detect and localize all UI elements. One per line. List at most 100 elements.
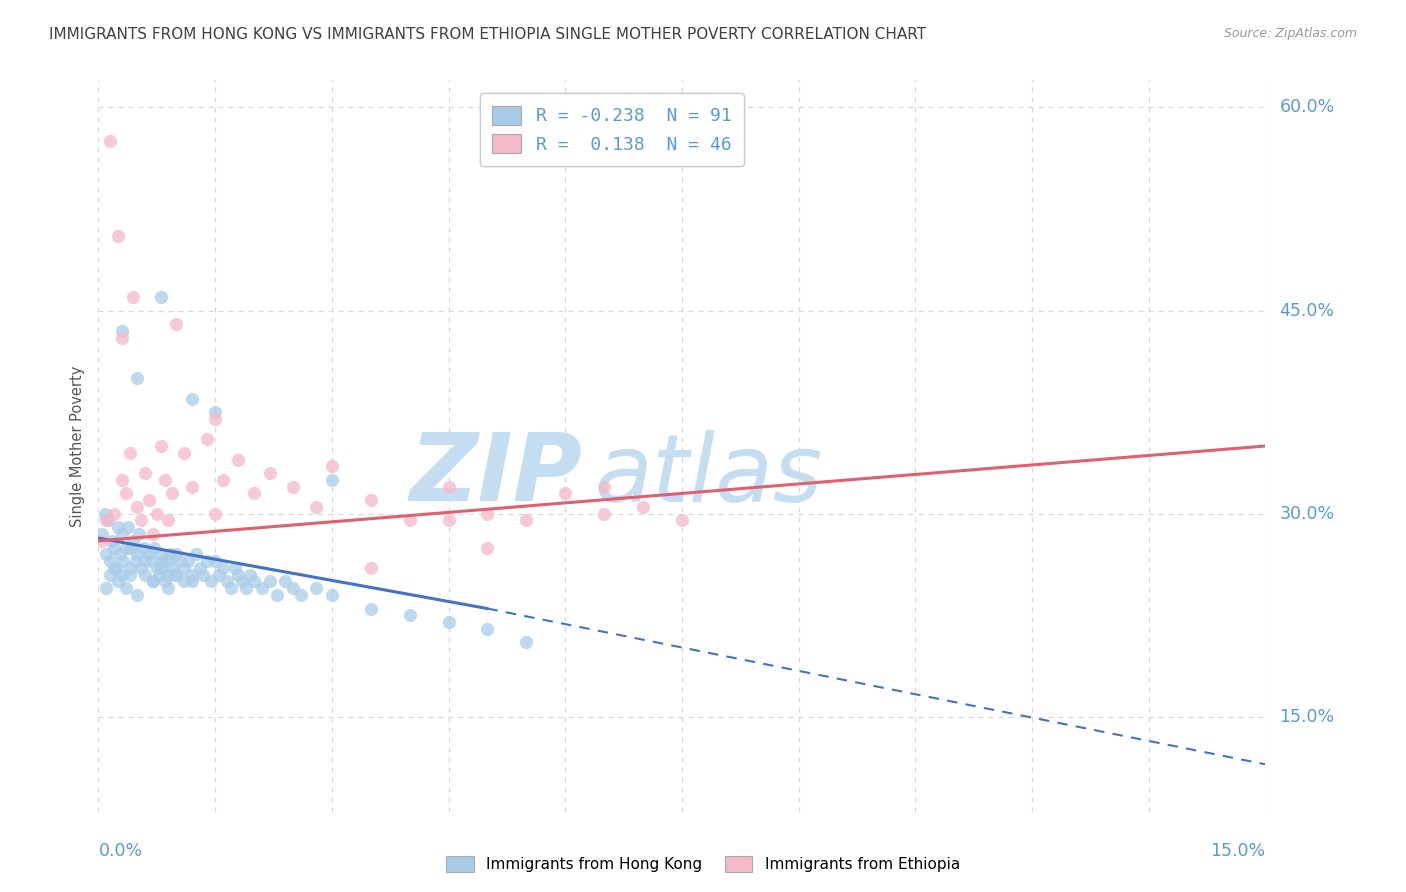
Point (149, 290, 172, 304)
Point (127, 588, 149, 602)
Point (212, 561, 235, 575)
Point (104, 561, 127, 575)
Point (128, 527, 150, 541)
Point (127, 547, 149, 561)
Point (204, 412, 226, 426)
Point (162, 561, 184, 575)
Point (177, 554, 200, 568)
Point (515, 635, 537, 649)
Text: 60.0%: 60.0% (1279, 98, 1334, 116)
Legend: Immigrants from Hong Kong, Immigrants from Ethiopia: Immigrants from Hong Kong, Immigrants fr… (439, 848, 967, 880)
Point (91, 533, 114, 548)
Point (305, 581, 328, 595)
Point (157, 514, 180, 528)
Text: atlas: atlas (595, 430, 823, 521)
Point (195, 432, 218, 446)
Point (138, 493, 160, 508)
Text: IMMIGRANTS FROM HONG KONG VS IMMIGRANTS FROM ETHIOPIA SINGLE MOTHER POVERTY CORR: IMMIGRANTS FROM HONG KONG VS IMMIGRANTS … (49, 27, 927, 42)
Point (159, 547, 181, 561)
Point (477, 507, 499, 521)
Point (165, 567, 187, 582)
Point (274, 574, 297, 589)
Point (134, 554, 156, 568)
Point (98, 567, 121, 582)
Point (162, 486, 184, 500)
Point (169, 554, 191, 568)
Point (125, 554, 148, 568)
Point (204, 554, 226, 568)
Point (290, 588, 312, 602)
Point (631, 500, 654, 514)
Point (321, 588, 343, 602)
Point (142, 574, 165, 589)
Point (111, 567, 134, 582)
Point (593, 480, 616, 494)
Point (195, 554, 218, 568)
Point (305, 500, 328, 514)
Text: ZIP: ZIP (409, 429, 582, 521)
Text: 45.0%: 45.0% (1279, 301, 1334, 319)
Point (118, 567, 141, 582)
Legend: R = -0.238  N = 91, R =  0.138  N = 46: R = -0.238 N = 91, R = 0.138 N = 46 (479, 93, 744, 166)
Point (97, 514, 120, 528)
Point (398, 514, 420, 528)
Point (127, 500, 149, 514)
Point (200, 574, 222, 589)
Point (477, 622, 499, 636)
Point (148, 567, 170, 582)
Point (180, 574, 202, 589)
Text: 15.0%: 15.0% (1211, 842, 1265, 860)
Point (142, 527, 165, 541)
Point (593, 507, 616, 521)
Point (114, 541, 136, 555)
Point (132, 541, 155, 555)
Point (554, 486, 576, 500)
Point (477, 541, 499, 555)
Point (173, 561, 195, 575)
Point (243, 574, 266, 589)
Y-axis label: Single Mother Poverty: Single Mother Poverty (70, 366, 86, 526)
Point (146, 507, 169, 521)
Point (107, 520, 129, 534)
Point (259, 574, 281, 589)
Point (671, 514, 693, 528)
Point (120, 541, 142, 555)
Point (122, 533, 145, 548)
Point (437, 514, 460, 528)
Point (93, 507, 115, 521)
Point (212, 473, 235, 487)
Point (193, 567, 215, 582)
Point (204, 405, 226, 419)
Point (321, 473, 343, 487)
Point (111, 527, 134, 541)
Point (224, 561, 246, 575)
Point (103, 541, 125, 555)
Point (108, 547, 131, 561)
Text: 15.0%: 15.0% (1279, 708, 1334, 726)
Point (129, 561, 152, 575)
Point (107, 574, 129, 589)
Point (156, 554, 179, 568)
Point (157, 581, 180, 595)
Point (321, 459, 343, 474)
Point (153, 473, 176, 487)
Point (134, 466, 156, 480)
Point (127, 371, 149, 385)
Point (150, 554, 173, 568)
Point (215, 574, 238, 589)
Point (98, 554, 121, 568)
Point (208, 567, 231, 582)
Point (141, 554, 163, 568)
Point (437, 615, 460, 629)
Point (118, 561, 141, 575)
Point (149, 439, 172, 453)
Point (142, 574, 165, 589)
Point (180, 392, 202, 406)
Point (243, 486, 266, 500)
Point (163, 567, 186, 582)
Point (98, 134, 121, 148)
Point (122, 290, 145, 304)
Point (281, 581, 304, 595)
Point (138, 547, 160, 561)
Point (107, 229, 129, 244)
